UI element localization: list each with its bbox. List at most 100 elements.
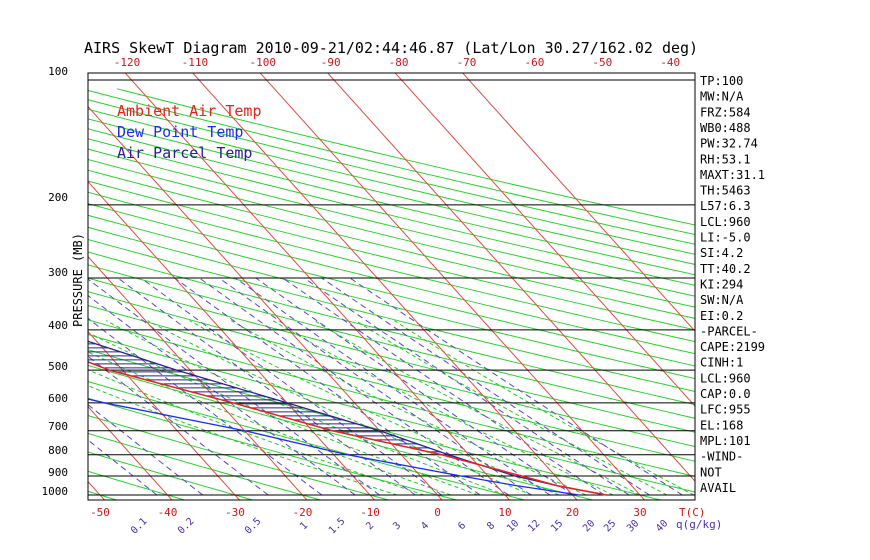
mixing-ratio-axis-label: q(g/kg)	[676, 518, 722, 531]
bottom-temp-tick-label: 30	[633, 506, 646, 519]
mixing-ratio-line	[255, 277, 574, 496]
isotherm-line	[88, 105, 443, 500]
index-text: TH:5463	[700, 184, 751, 198]
index-text: L57:6.3	[700, 199, 751, 213]
pressure-tick-label: 1000	[42, 485, 69, 498]
isotherm-line	[0, 71, 40, 504]
mixing-ratio-tick-label: 20	[581, 518, 597, 534]
mixing-ratio-tick-label: 0.1	[129, 516, 150, 537]
mixing-ratio-tick-label: 2	[364, 520, 376, 532]
pressure-tick-label: 200	[48, 191, 68, 204]
top-temp-tick-label: -60	[524, 56, 544, 69]
isotherm-line	[192, 73, 578, 500]
index-text: LCL:960	[700, 215, 751, 229]
mixing-ratio-tick-label: 3	[391, 520, 403, 532]
bottom-temp-tick-label: -40	[158, 506, 178, 519]
pressure-tick-label: 500	[48, 360, 68, 373]
dry-adiabat-line	[88, 291, 695, 448]
dry-adiabat-line	[0, 89, 61, 504]
dry-adiabat-line	[88, 169, 695, 319]
dry-adiabat-line	[88, 264, 695, 419]
mixing-ratio-line	[303, 277, 630, 496]
moist-adiabat-line	[88, 351, 452, 496]
moist-adiabat-line	[105, 320, 506, 496]
mixing-ratio-tick-label: 0.5	[243, 516, 264, 537]
bottom-temp-tick-label: -10	[360, 506, 380, 519]
index-text: LI:-5.0	[700, 231, 751, 245]
top-temp-tick-label: -50	[592, 56, 612, 69]
isotherm-line	[124, 73, 511, 500]
legend-entry: Ambient Air Temp	[117, 102, 262, 120]
dry-adiabat-line	[88, 238, 695, 392]
index-text: MPL:101	[700, 434, 751, 448]
dry-adiabat-line	[88, 381, 527, 500]
bottom-temp-tick-label: -50	[90, 506, 110, 519]
dry-adiabat-line	[88, 451, 255, 500]
index-text: RH:53.1	[700, 152, 751, 166]
moist-adiabat-line	[230, 320, 587, 496]
pressure-tick-label: 700	[48, 420, 68, 433]
mixing-ratio-tick-label: 10	[505, 518, 521, 534]
dry-adiabat-line	[88, 319, 695, 477]
cape-shading	[88, 343, 477, 465]
moist-adiabat-line	[355, 320, 668, 496]
isotherm-line	[88, 255, 308, 500]
moist-adiabat-line	[314, 320, 641, 496]
index-text: -PARCEL-	[700, 324, 758, 338]
parcel-temp-line	[88, 340, 607, 496]
isotherm-line	[327, 73, 695, 482]
mixing-ratio-line	[218, 277, 532, 496]
legend-entry: Dew Point Temp	[117, 123, 243, 141]
index-text: EL:168	[700, 418, 743, 432]
bottom-temp-tick-label: 20	[566, 506, 579, 519]
dry-adiabat-line	[88, 214, 695, 367]
isotherm-line	[462, 73, 695, 332]
index-text: WB0:488	[700, 121, 751, 135]
top-temp-tick-label: -90	[321, 56, 341, 69]
bottom-temp-tick-label: 0	[434, 506, 441, 519]
mixing-ratio-tick-label: 1.5	[327, 516, 348, 537]
index-text: LFC:955	[700, 403, 751, 417]
index-text: KI:294	[700, 277, 743, 291]
top-temp-tick-label: -100	[250, 56, 277, 69]
pressure-tick-label: 900	[48, 466, 68, 479]
dry-adiabat-line	[88, 305, 695, 462]
legend-entry: Air Parcel Temp	[117, 144, 252, 162]
pressure-tick-label: 600	[48, 392, 68, 405]
pressure-tick-label: 100	[48, 65, 68, 78]
dry-adiabat-line	[88, 108, 695, 255]
mixing-ratio-line	[174, 277, 481, 496]
index-text: EI:0.2	[700, 309, 743, 323]
index-text: TP:100	[700, 74, 743, 88]
mixing-ratio-line	[88, 355, 269, 496]
dry-adiabat-line	[88, 158, 695, 308]
mixing-ratio-line	[199, 277, 509, 496]
mixing-ratio-line	[117, 277, 416, 496]
pressure-axis-label: PRESSURE (MB)	[71, 233, 85, 327]
isotherm-line	[88, 405, 173, 500]
isotherm-line	[259, 73, 646, 500]
dry-adiabat-line	[88, 251, 695, 406]
dry-adiabat-line	[88, 180, 695, 331]
mixing-ratio-line	[88, 294, 356, 496]
mixing-ratio-tick-label: 0.2	[176, 516, 197, 537]
mixing-ratio-tick-label: 30	[625, 518, 641, 534]
index-text: CAP:0.0	[700, 387, 751, 401]
dewpoint-temp-line	[88, 398, 580, 496]
dry-adiabat-line	[88, 364, 595, 500]
dry-adiabat-line	[88, 148, 695, 297]
mixing-ratio-line	[88, 439, 158, 496]
top-temp-tick-label: -120	[114, 56, 141, 69]
index-text: SI:4.2	[700, 246, 743, 260]
dry-adiabat-line	[88, 470, 187, 500]
index-text: NOT	[700, 465, 722, 479]
index-text: LCL:960	[700, 371, 751, 385]
mixing-ratio-tick-label: 1	[298, 520, 310, 532]
mixing-ratio-tick-label: 4	[419, 520, 431, 532]
top-temp-tick-label: -70	[457, 56, 477, 69]
dry-adiabat-line	[88, 138, 695, 286]
mixing-ratio-tick-label: 8	[485, 520, 497, 532]
mixing-ratio-line	[349, 277, 683, 496]
mixing-ratio-line	[88, 278, 380, 496]
